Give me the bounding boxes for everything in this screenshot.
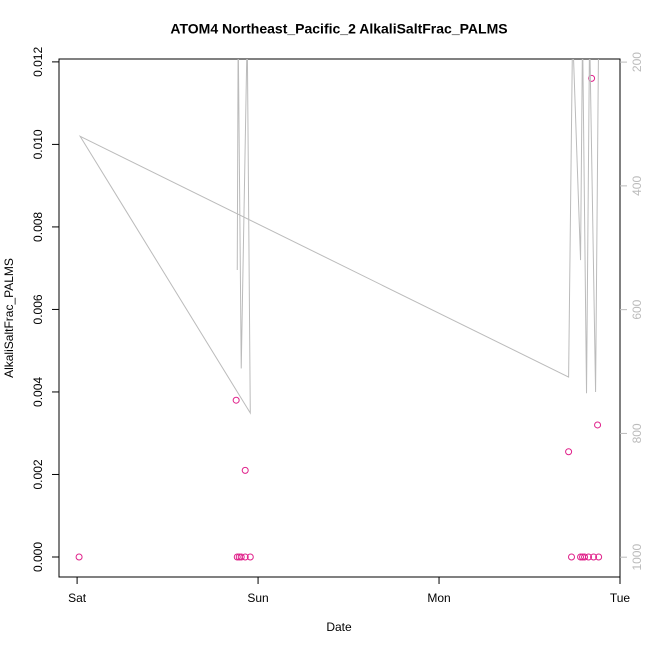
y-tick-label: 0.008 xyxy=(31,212,45,242)
data-line xyxy=(78,59,599,415)
data-point xyxy=(577,553,585,561)
x-tick-label: Sun xyxy=(247,591,268,605)
y-tick-label: 0.004 xyxy=(31,377,45,407)
y-tick-label: 0.012 xyxy=(31,47,45,77)
data-point xyxy=(237,553,245,561)
y2-tick-label: 800 xyxy=(630,423,644,443)
y-axis-label: AlkaliSaltFrac_PALMS xyxy=(2,258,16,378)
y-tick-label: 0.010 xyxy=(31,129,45,159)
data-point xyxy=(241,466,249,474)
x-tick-label: Tue xyxy=(610,591,631,605)
y2-tick-label: 600 xyxy=(630,299,644,319)
data-point xyxy=(75,553,83,561)
y-tick-label: 0.002 xyxy=(31,459,45,489)
data-point xyxy=(581,553,589,561)
data-point xyxy=(565,448,573,456)
data-point xyxy=(590,553,598,561)
data-point xyxy=(595,553,603,561)
y2-tick-label: 400 xyxy=(630,176,644,196)
y-tick-label: 0.006 xyxy=(31,294,45,324)
y2-tick-label: 1000 xyxy=(630,544,644,571)
chart-title: ATOM4 Northeast_Pacific_2 AlkaliSaltFrac… xyxy=(170,21,507,37)
plot-box xyxy=(58,58,621,578)
data-point xyxy=(588,74,596,82)
y2-tick-label: 200 xyxy=(630,52,644,72)
x-tick-label: Mon xyxy=(427,591,450,605)
data-point xyxy=(568,553,576,561)
data-point xyxy=(233,553,241,561)
data-point xyxy=(241,553,249,561)
data-point xyxy=(232,396,240,404)
data-point xyxy=(585,553,593,561)
y-tick-label: 0.000 xyxy=(31,542,45,572)
data-point xyxy=(246,553,254,561)
plot-area xyxy=(75,59,603,561)
data-point xyxy=(594,421,602,429)
x-axis-label: Date xyxy=(326,620,352,634)
x-tick-label: Sat xyxy=(68,591,87,605)
